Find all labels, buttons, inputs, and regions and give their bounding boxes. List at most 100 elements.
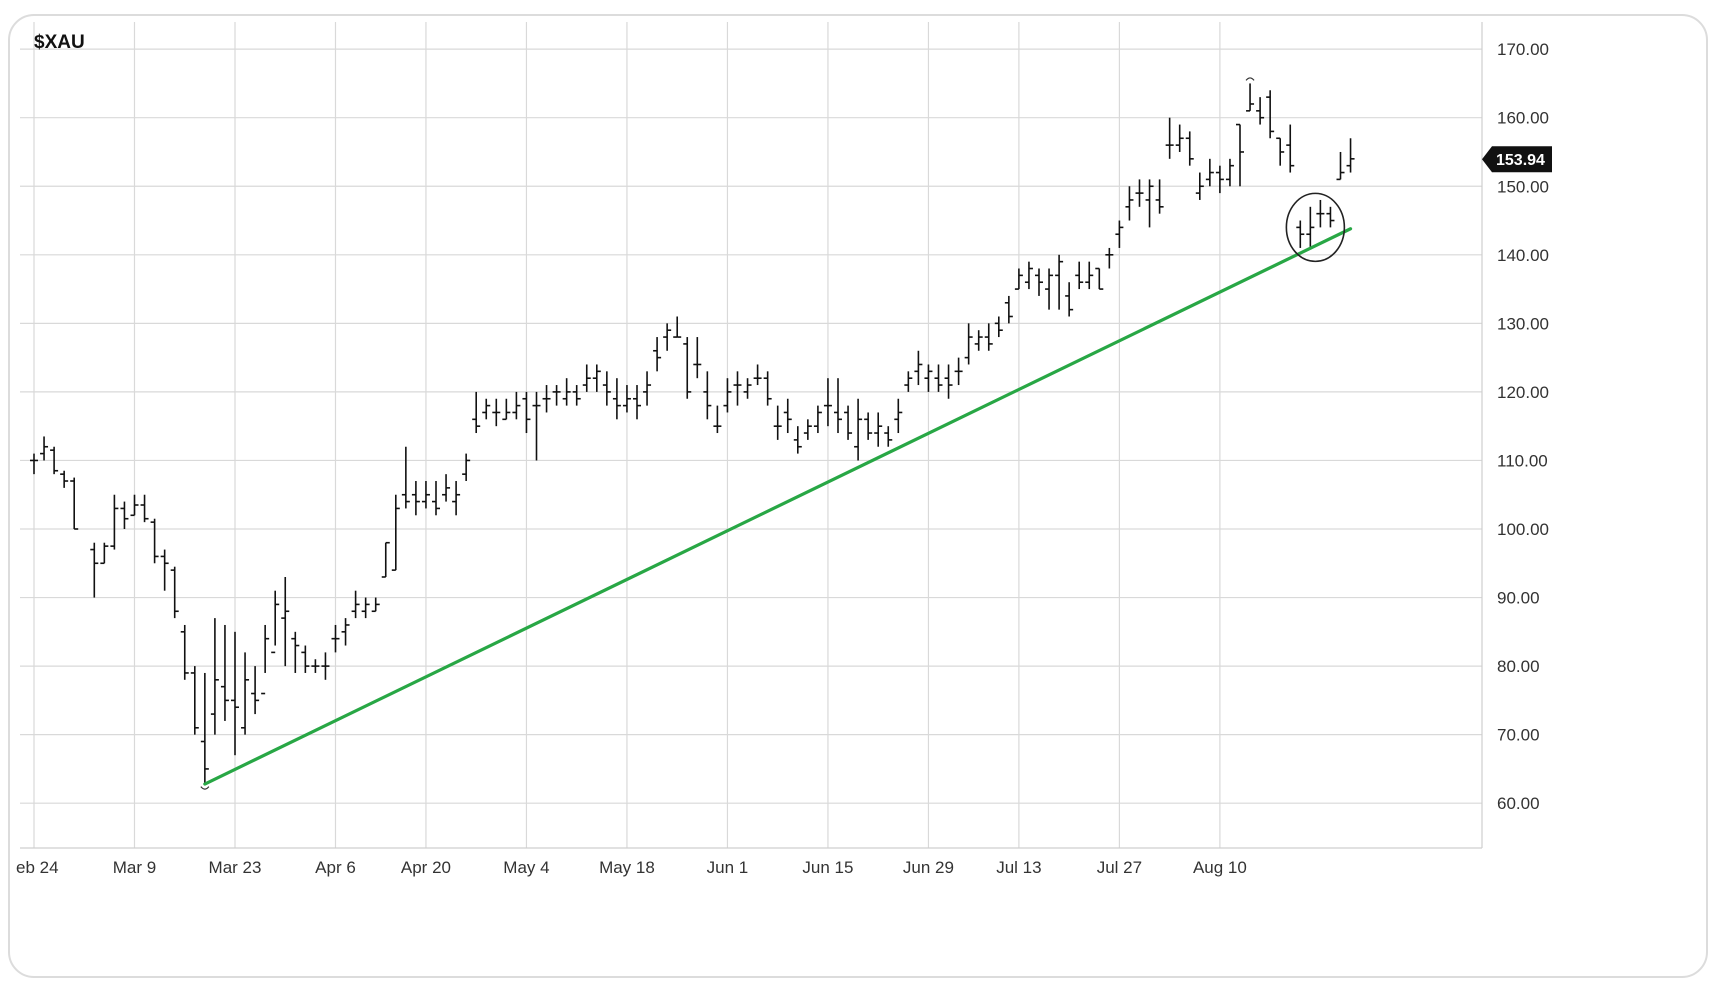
ohlc-bar xyxy=(401,446,410,509)
ohlc-bar xyxy=(1205,158,1214,187)
ohlc-bar xyxy=(381,541,390,578)
ohlc-bar xyxy=(984,323,993,351)
ohlc-bar xyxy=(1065,282,1074,317)
ohlc-bar xyxy=(251,666,260,715)
chart-title: $XAU xyxy=(34,32,85,53)
ohlc-bar xyxy=(70,477,79,530)
ohlc-bar xyxy=(110,494,119,550)
ohlc-bar xyxy=(1246,83,1255,112)
ohlc-bar xyxy=(1225,158,1234,187)
ohlc-bar xyxy=(994,316,1003,338)
ohlc-bar xyxy=(602,371,611,406)
ohlc-bar xyxy=(311,659,320,673)
ohlc-bar xyxy=(442,474,451,502)
ohlc-bar xyxy=(351,590,360,619)
ohlc-bar xyxy=(864,412,873,440)
x-axis: eb 24 Mar 9 Mar 23 Apr 6 Apr 20 May 4 May 18 Ju… xyxy=(16,858,1247,877)
ohlc-bar xyxy=(120,501,129,529)
ohlc-bar xyxy=(160,549,169,591)
ohlc-bar xyxy=(1055,254,1064,310)
y-tick-label: 140.00 xyxy=(1497,246,1549,265)
ohlc-bar xyxy=(1035,268,1043,296)
y-tick-label: 120.00 xyxy=(1497,383,1549,402)
y-tick-label: 100.00 xyxy=(1497,520,1549,539)
ohlc-bar xyxy=(462,453,471,482)
x-tick-label: Jul 27 xyxy=(1097,858,1142,877)
ohlc-bar xyxy=(1346,138,1355,173)
ohlc-bar xyxy=(1175,124,1184,152)
ohlc-bar xyxy=(472,391,481,434)
ohlc-bar xyxy=(622,385,631,413)
ohlc-bar xyxy=(1296,220,1305,248)
ohlc-bar xyxy=(673,316,682,338)
ohlc-bar xyxy=(1236,123,1244,187)
ohlc-bar xyxy=(693,337,702,379)
ohlc-bar xyxy=(1115,220,1124,248)
ohlc-bar xyxy=(934,364,943,392)
ohlc-bar xyxy=(411,481,420,516)
ohlc-bar xyxy=(371,597,380,613)
ohlc-bar xyxy=(713,405,722,434)
ohlc-bar xyxy=(1256,97,1265,125)
ohlc-bar xyxy=(180,624,189,680)
ohlc-bar xyxy=(432,481,440,516)
ohlc-bar xyxy=(1105,247,1114,269)
grid xyxy=(20,22,1483,849)
ohlc-bar xyxy=(964,323,973,365)
y-tick-label: 130.00 xyxy=(1497,314,1549,333)
x-tick-label: eb 24 xyxy=(16,858,59,877)
ohlc-bar xyxy=(542,385,551,413)
ohlc-bar xyxy=(210,618,219,735)
ohlc-bar xyxy=(291,631,300,673)
ohlc-bar xyxy=(1326,206,1335,228)
ohlc-bar xyxy=(894,398,903,434)
ohlc-bar xyxy=(391,494,400,571)
ohlc-bar xyxy=(743,378,752,399)
ohlc-bar xyxy=(582,364,591,392)
x-tick-label: Jun 15 xyxy=(802,858,853,877)
ohlc-bar xyxy=(452,481,461,516)
ohlc-bar xyxy=(190,666,199,735)
ohlc-bar xyxy=(834,378,842,434)
price-bars xyxy=(30,83,1355,783)
ohlc-bar xyxy=(261,624,270,695)
ohlc-bar xyxy=(1185,131,1194,166)
ohlc-bar xyxy=(170,566,179,619)
ohlc-bar xyxy=(562,378,571,406)
ohlc-bar xyxy=(1215,165,1224,194)
y-tick-label: 110.00 xyxy=(1497,451,1548,470)
ohlc-bar xyxy=(1004,295,1013,324)
ohlc-bar xyxy=(633,385,641,420)
ohlc-bar xyxy=(974,330,983,351)
y-tick-label: 60.00 xyxy=(1497,794,1540,813)
y-tick-label: 80.00 xyxy=(1497,657,1540,676)
ohlc-bar xyxy=(1266,90,1275,139)
ohlc-bar xyxy=(1014,268,1023,290)
ohlc-bar xyxy=(220,624,229,721)
ohlc-bar xyxy=(301,645,310,673)
ohlc-bar xyxy=(281,576,290,667)
ohlc-bar xyxy=(874,412,883,447)
ohlc-bar xyxy=(1316,199,1325,228)
ohlc-bar xyxy=(90,542,99,598)
y-tick-label: 90.00 xyxy=(1497,589,1540,608)
ohlc-bar xyxy=(783,398,792,434)
ohlc-bar xyxy=(331,624,340,653)
ohlc-bar xyxy=(321,652,330,680)
ohlc-bar xyxy=(130,494,139,517)
ohlc-bar xyxy=(904,371,913,392)
x-tick-label: Jun 1 xyxy=(707,858,749,877)
x-tick-label: Apr 20 xyxy=(401,858,451,877)
ohlc-bar xyxy=(803,419,812,440)
ohlc-bar xyxy=(1195,172,1204,200)
ohlc-bar xyxy=(944,364,953,399)
ohlc-bar xyxy=(653,337,662,372)
ohlc-bar xyxy=(793,426,802,454)
x-tick-label: Apr 6 xyxy=(315,858,356,877)
ohlc-bar xyxy=(663,323,672,351)
ohlc-bar xyxy=(753,364,762,386)
ohlc-bar xyxy=(50,446,59,475)
ohlc-bar xyxy=(482,398,491,420)
last-price-bg xyxy=(1482,146,1552,173)
ohlc-bar xyxy=(231,631,239,756)
